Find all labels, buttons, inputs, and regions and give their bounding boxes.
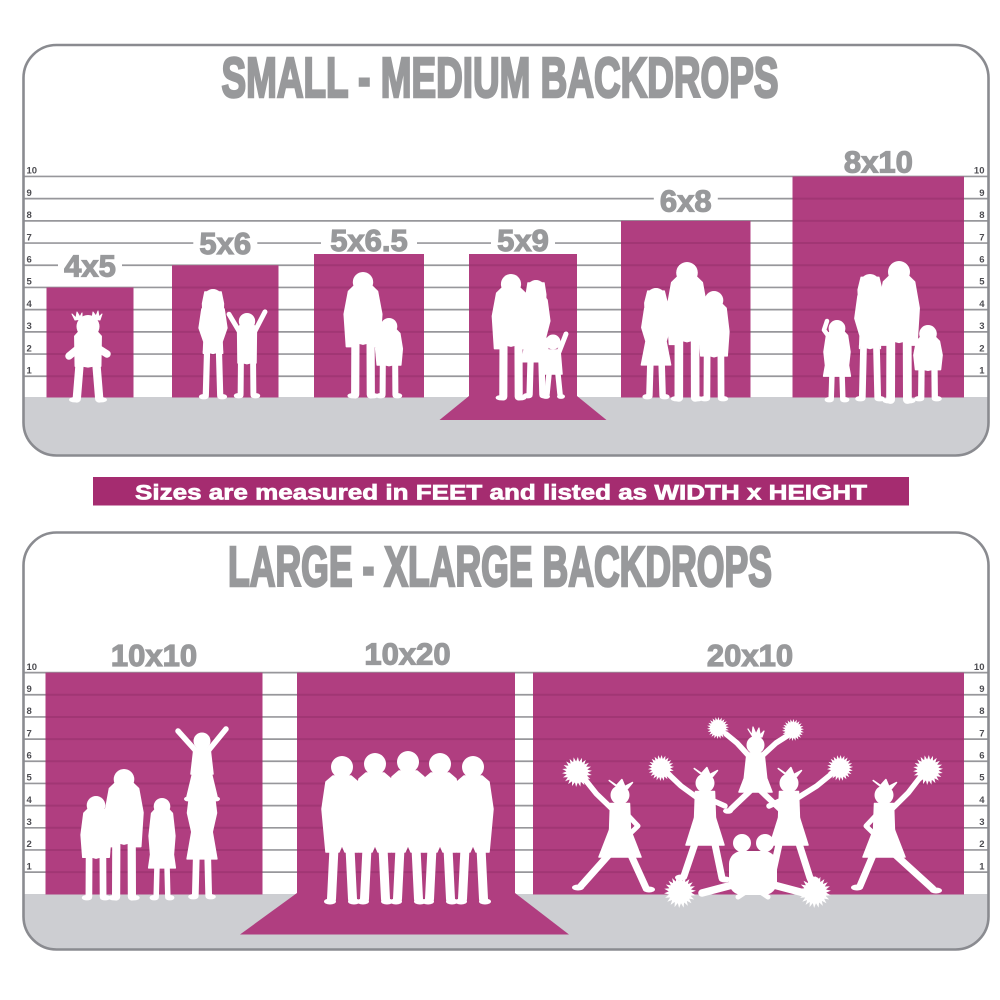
svg-text:5: 5 [979,277,985,288]
svg-text:6x8: 6x8 [660,184,712,219]
svg-text:6: 6 [27,254,32,265]
svg-text:3: 3 [979,321,984,332]
svg-text:5x9: 5x9 [497,223,549,258]
svg-text:LARGE - XLARGE BACKDROPS: LARGE - XLARGE BACKDROPS [228,535,772,599]
svg-text:9: 9 [27,188,32,199]
svg-text:6: 6 [979,254,984,265]
svg-text:5: 5 [979,773,985,784]
svg-text:3: 3 [979,817,984,828]
svg-text:10: 10 [27,166,38,177]
svg-text:SMALL - MEDIUM BACKDROPS: SMALL - MEDIUM BACKDROPS [222,46,779,110]
svg-text:10: 10 [974,662,985,673]
svg-text:10x20: 10x20 [364,637,450,672]
svg-text:8x10: 8x10 [844,145,913,180]
svg-text:10x10: 10x10 [111,638,197,673]
svg-text:4: 4 [27,795,33,806]
svg-text:5: 5 [27,277,33,288]
svg-text:1: 1 [979,365,985,376]
svg-text:7: 7 [27,232,32,243]
svg-text:1: 1 [27,365,33,376]
svg-text:2: 2 [27,839,32,850]
svg-text:9: 9 [979,684,984,695]
svg-text:8: 8 [979,210,984,221]
svg-text:2: 2 [27,343,32,354]
svg-text:4: 4 [27,299,33,310]
svg-text:9: 9 [979,188,984,199]
svg-text:10: 10 [27,662,38,673]
svg-text:1: 1 [27,861,33,872]
svg-text:4: 4 [979,795,985,806]
svg-text:1: 1 [979,861,985,872]
svg-text:8: 8 [979,706,984,717]
svg-text:10: 10 [974,166,985,177]
svg-text:6: 6 [979,750,984,761]
svg-text:7: 7 [979,232,984,243]
svg-text:Sizes are measured in FEET and: Sizes are measured in FEET and listed as… [135,481,867,505]
svg-text:9: 9 [27,684,32,695]
svg-text:2: 2 [979,343,984,354]
svg-text:3: 3 [27,321,32,332]
svg-text:4: 4 [979,299,985,310]
svg-text:7: 7 [979,728,984,739]
svg-text:6: 6 [27,750,32,761]
svg-text:8: 8 [27,706,32,717]
svg-text:5: 5 [27,773,33,784]
svg-text:20x10: 20x10 [707,638,793,673]
svg-text:2: 2 [979,839,984,850]
svg-text:4x5: 4x5 [64,248,116,283]
svg-text:5x6.5: 5x6.5 [330,223,408,258]
svg-text:5x6: 5x6 [199,226,251,261]
svg-text:8: 8 [27,210,32,221]
svg-text:3: 3 [27,817,32,828]
svg-text:7: 7 [27,728,32,739]
